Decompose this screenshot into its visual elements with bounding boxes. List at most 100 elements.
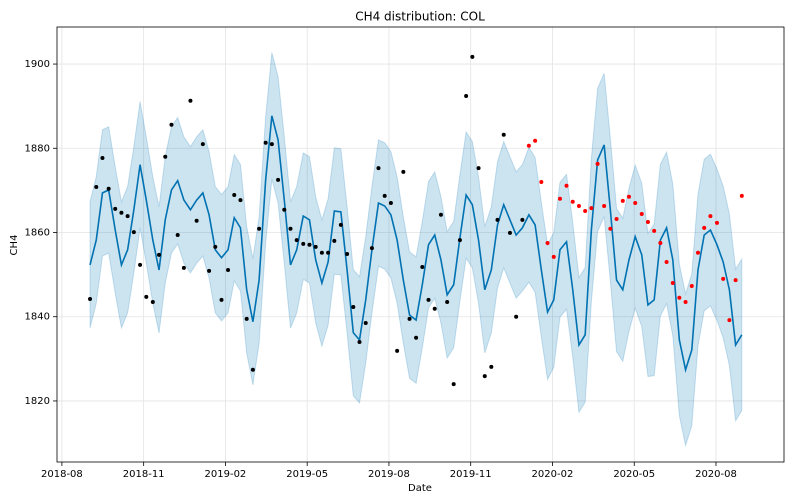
data-point [664,259,669,264]
data-point [464,94,469,99]
data-point [144,294,149,299]
data-point [495,217,500,222]
x-tick-label: 2020-05 [613,469,655,480]
data-point [507,230,512,235]
uncertainty-band [89,52,743,448]
data-point [157,252,162,257]
data-point [357,339,362,344]
data-point [169,122,174,127]
y-tick-label: 1840 [25,312,50,323]
data-point [263,140,268,145]
data-point [288,226,293,231]
data-point [714,220,719,225]
data-point [539,179,544,184]
data-point [557,196,562,201]
data-point [438,212,443,217]
data-point [294,238,299,243]
data-point [332,238,337,243]
data-point [721,276,726,281]
data-point [695,250,700,255]
data-point [414,335,419,340]
data-point [219,297,224,302]
data-point [533,138,538,143]
data-point [564,183,569,188]
data-point [658,241,663,246]
data-point [250,367,255,372]
data-point [614,217,619,222]
data-point [313,244,318,249]
data-point [282,207,287,212]
y-tick-label: 1880 [25,143,50,154]
data-point [395,348,400,353]
data-point [194,218,199,223]
data-point [119,210,124,215]
data-point [106,186,111,191]
data-point [645,219,650,224]
plot-frame [56,26,785,463]
data-point [470,54,475,59]
data-point [181,265,186,270]
data-point [100,155,105,160]
data-point [363,321,368,326]
y-tick-label: 1860 [25,227,50,238]
data-point [401,169,406,174]
data-point [200,142,205,147]
data-point [388,201,393,206]
data-point [138,262,143,267]
data-point [633,201,638,206]
data-point [125,214,130,219]
forecast-line [89,115,743,373]
data-point [620,198,625,203]
data-point [338,222,343,227]
data-point [94,185,99,190]
data-point [683,299,688,304]
data-point [369,246,374,251]
data-point [351,305,356,310]
data-point [426,297,431,302]
x-tick-label: 2018-11 [123,469,165,480]
data-point [520,217,525,222]
data-point [207,268,212,273]
data-point [733,278,738,283]
data-point [589,206,594,211]
data-point [583,209,588,214]
data-point [113,206,118,211]
data-point [232,193,237,198]
data-point [526,143,531,148]
data-point [677,295,682,300]
data-point [163,154,168,159]
data-point [150,299,155,304]
data-point [131,230,136,235]
x-tick-label: 2020-08 [695,469,737,480]
data-point [445,299,450,304]
data-point [602,203,607,208]
data-point [319,250,324,255]
x-tick-label: 2019-05 [286,469,328,480]
data-point [670,281,675,286]
chart-title: CH4 distribution: COL [355,10,485,24]
data-point [382,193,387,198]
data-point [407,316,412,321]
data-point [476,166,481,171]
y-axis-label: CH4 [9,235,20,256]
x-tick-label: 2018-08 [41,469,83,480]
data-point [501,132,506,137]
data-point [345,251,350,256]
data-point [457,238,462,243]
data-point [226,267,231,272]
y-tick-label: 1820 [25,396,50,407]
x-tick-label: 2019-11 [450,469,492,480]
x-tick-label: 2019-02 [205,469,247,480]
data-point [175,233,180,238]
data-point [551,254,556,259]
data-point [238,198,243,203]
data-point [257,226,262,231]
data-point [608,226,613,231]
data-point [326,250,331,255]
data-point [269,142,274,147]
data-point [451,382,456,387]
data-point [188,98,193,103]
data-point [689,283,694,288]
data-point [652,228,657,233]
